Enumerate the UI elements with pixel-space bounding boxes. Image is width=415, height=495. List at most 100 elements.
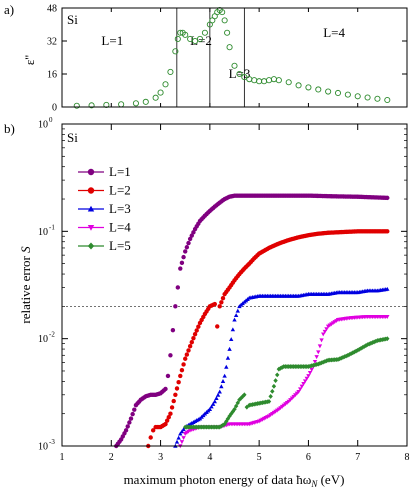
series-point — [164, 418, 170, 423]
series-point — [224, 419, 229, 424]
series-point — [220, 422, 226, 428]
series-point — [171, 398, 176, 404]
series-point — [123, 428, 129, 433]
series-point — [309, 367, 314, 372]
series-point — [127, 420, 132, 425]
panel-a-point — [142, 98, 149, 105]
series-point — [225, 416, 231, 422]
panel-a-point — [261, 78, 268, 85]
series-point — [232, 406, 237, 412]
panel-b-ylabel-var: S — [18, 246, 33, 253]
panel-b-xlabel-text: maximum photon energy of data ħω — [124, 472, 312, 487]
series-point — [178, 266, 183, 271]
series-point — [186, 240, 191, 246]
series-point — [196, 324, 201, 329]
series-l-3 — [173, 286, 390, 448]
legend-label: L=5 — [109, 238, 131, 253]
series-point — [165, 373, 171, 379]
series-point — [215, 324, 220, 329]
series-point — [306, 374, 311, 379]
panel-b-legend: L=1 L=2 L=3 L=4 L=5 — [78, 164, 131, 253]
series-point — [244, 404, 250, 410]
series-point — [181, 436, 186, 441]
series-point — [163, 421, 168, 427]
series-point — [219, 423, 224, 429]
series-point — [322, 329, 328, 334]
panel-a-point — [103, 101, 110, 108]
panel-a-ytick-label: 16 — [47, 70, 57, 81]
panel-b-xlabel-unit: (eV) — [317, 472, 344, 487]
series-l-2 — [146, 229, 390, 449]
series-point — [181, 362, 186, 367]
legend-marker — [87, 242, 95, 250]
series-point — [273, 378, 278, 383]
panel-a-point — [224, 29, 231, 36]
panel-a-point — [231, 62, 238, 69]
series-point — [238, 395, 244, 401]
panel-b-ylabel: relative error S — [18, 246, 33, 324]
panel-a-point — [256, 78, 263, 85]
series-point — [275, 372, 280, 378]
panel-a-sample: Si — [67, 12, 78, 27]
series-point — [233, 313, 239, 318]
series-point — [174, 439, 180, 444]
series-point — [178, 373, 183, 379]
series-point — [191, 230, 196, 235]
panel-b-ytick-label: 10 — [38, 227, 48, 238]
series-point — [235, 308, 240, 313]
series-point — [219, 300, 224, 305]
panel-b-ylabel-text: relative error — [18, 255, 33, 323]
series-point — [189, 233, 194, 238]
panel-b-ytick-exp: -1 — [49, 223, 55, 231]
series-point — [296, 390, 301, 394]
panel-b-xtick-label: 4 — [207, 452, 212, 463]
series-point — [235, 400, 240, 406]
series-point — [187, 236, 193, 242]
panel-a-ylabel-group: ε'' — [22, 55, 37, 65]
panel-b-sample: Si — [67, 130, 78, 145]
series-point — [307, 371, 313, 375]
panel-a-point — [192, 37, 199, 45]
panel-b-xtick-label: 1 — [60, 452, 65, 463]
panel-a-point — [236, 70, 243, 78]
series-point — [192, 332, 198, 337]
panel-a-point — [275, 77, 282, 84]
panel-a-point — [315, 86, 322, 93]
series-l-5 — [183, 336, 390, 430]
series-point — [173, 304, 178, 309]
legend-label: L=3 — [109, 201, 131, 216]
panel-b-xtick-label: 7 — [355, 452, 360, 463]
series-point — [233, 403, 239, 409]
legend-label: L=4 — [109, 220, 131, 235]
panel-a-point — [251, 77, 258, 84]
series-point — [179, 260, 185, 266]
series-point — [179, 367, 185, 373]
series-point — [299, 384, 305, 389]
panel-a-ylabel: ε'' — [22, 55, 37, 65]
series-point — [125, 424, 130, 429]
panel-a-ytick-label: 0 — [52, 103, 57, 114]
series-point — [316, 350, 321, 355]
panel-a-point — [285, 79, 292, 86]
series-point — [184, 245, 190, 250]
panel-a-point — [305, 84, 312, 91]
panel-a-ticks: 0 16 32 48 L=1 L=2 L=3 L=4 — [47, 4, 408, 114]
panel-a-region-label: L=4 — [323, 25, 345, 40]
panel-b-xlabel-sub: N — [310, 479, 318, 489]
panel-a-point — [295, 82, 302, 89]
panel-a-point — [364, 94, 371, 101]
series-point — [385, 195, 390, 201]
series-point — [348, 351, 354, 357]
series-l-1 — [114, 193, 390, 449]
series-point — [324, 327, 329, 332]
series-point — [229, 337, 234, 342]
panel-a-region-label: L=3 — [229, 66, 251, 81]
panel-b-marks — [114, 193, 390, 449]
series-point — [312, 359, 318, 364]
series-point — [175, 285, 181, 290]
legend-marker — [87, 187, 95, 194]
series-point — [132, 407, 137, 412]
panel-b-xtick-label: 2 — [109, 452, 114, 463]
panel-a-point — [325, 88, 332, 95]
series-point — [278, 365, 283, 371]
